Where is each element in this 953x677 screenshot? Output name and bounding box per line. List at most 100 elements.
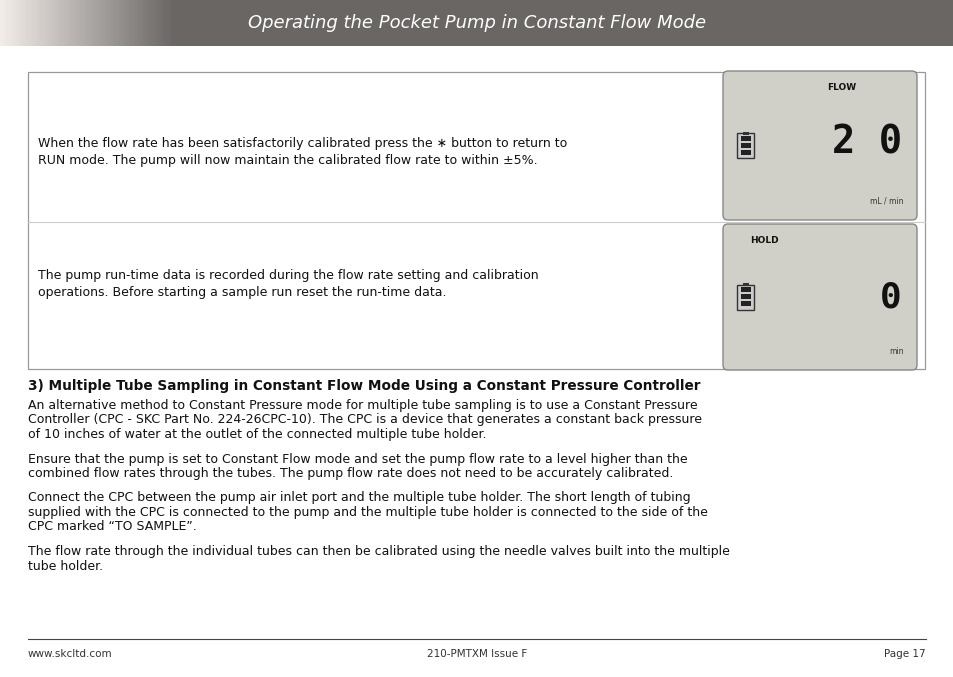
Bar [410, 0, 413, 46]
Bar [946, 0, 950, 46]
Bar [937, 0, 941, 46]
Bar [455, 0, 457, 46]
Bar [508, 0, 512, 46]
Bar [64, 0, 67, 46]
Bar [441, 0, 445, 46]
Bar [826, 0, 829, 46]
Bar [584, 0, 588, 46]
Bar [384, 0, 388, 46]
Bar [886, 0, 889, 46]
Bar [241, 0, 245, 46]
FancyBboxPatch shape [737, 284, 754, 309]
Bar [636, 0, 639, 46]
Bar [10, 0, 12, 46]
Bar [251, 0, 254, 46]
Bar [502, 0, 505, 46]
Bar [28, 72, 924, 369]
Bar [438, 0, 441, 46]
Bar [683, 0, 686, 46]
Bar [775, 0, 779, 46]
Bar [794, 0, 798, 46]
Bar [289, 0, 293, 46]
Bar [89, 0, 92, 46]
Text: 0: 0 [880, 280, 901, 314]
Bar [270, 0, 274, 46]
Bar [803, 0, 807, 46]
Bar [712, 0, 715, 46]
Text: 2 0: 2 0 [831, 124, 901, 162]
Bar [877, 0, 880, 46]
Bar [140, 0, 143, 46]
Bar [200, 0, 203, 46]
FancyBboxPatch shape [737, 133, 754, 158]
Bar [178, 0, 181, 46]
Bar [648, 0, 651, 46]
Bar [216, 0, 219, 46]
Text: supplied with the CPC is connected to the pump and the multiple tube holder is c: supplied with the CPC is connected to th… [28, 506, 707, 519]
Bar [705, 0, 708, 46]
Bar [279, 0, 283, 46]
Bar [864, 0, 867, 46]
Bar [476, 0, 479, 46]
Bar [172, 0, 174, 46]
Bar [841, 0, 845, 46]
Bar [470, 0, 474, 46]
Bar [702, 0, 705, 46]
Bar [375, 0, 378, 46]
Bar [293, 0, 295, 46]
Bar [493, 0, 496, 46]
Bar [677, 0, 679, 46]
Bar [298, 0, 302, 46]
Bar [213, 0, 216, 46]
Bar [822, 0, 826, 46]
FancyBboxPatch shape [722, 224, 916, 370]
Bar [727, 0, 731, 46]
Text: An alternative method to Constant Pressure mode for multiple tube sampling is to: An alternative method to Constant Pressu… [28, 399, 697, 412]
Bar [515, 0, 517, 46]
Bar [658, 0, 660, 46]
Bar [699, 0, 702, 46]
Bar [950, 0, 953, 46]
Text: tube holder.: tube holder. [28, 559, 103, 573]
Bar [915, 0, 918, 46]
Bar [632, 0, 636, 46]
Bar [836, 0, 839, 46]
Bar [591, 0, 594, 46]
Bar [124, 0, 127, 46]
Bar [870, 0, 874, 46]
Bar [540, 0, 543, 46]
Bar [924, 0, 927, 46]
Bar [159, 0, 162, 46]
Bar [832, 0, 836, 46]
Bar [98, 0, 102, 46]
Bar [829, 0, 832, 46]
Bar [152, 0, 155, 46]
Bar [483, 0, 486, 46]
Bar [112, 0, 114, 46]
Bar [889, 0, 893, 46]
Bar [641, 0, 645, 46]
Bar [578, 0, 581, 46]
Bar [619, 0, 622, 46]
Bar [912, 0, 915, 46]
Bar [556, 0, 559, 46]
Bar [943, 0, 946, 46]
Bar [543, 0, 546, 46]
Bar [496, 0, 498, 46]
Bar [79, 0, 83, 46]
Bar [686, 0, 689, 46]
Bar [76, 0, 79, 46]
Bar [655, 0, 658, 46]
Bar [667, 0, 670, 46]
Bar [35, 0, 38, 46]
Bar [426, 0, 429, 46]
Bar [327, 0, 331, 46]
Bar [38, 0, 41, 46]
Bar [60, 0, 64, 46]
Bar [127, 0, 131, 46]
Bar [235, 0, 238, 46]
Bar [474, 0, 476, 46]
Bar [29, 0, 31, 46]
Bar [102, 0, 105, 46]
Bar [131, 0, 133, 46]
